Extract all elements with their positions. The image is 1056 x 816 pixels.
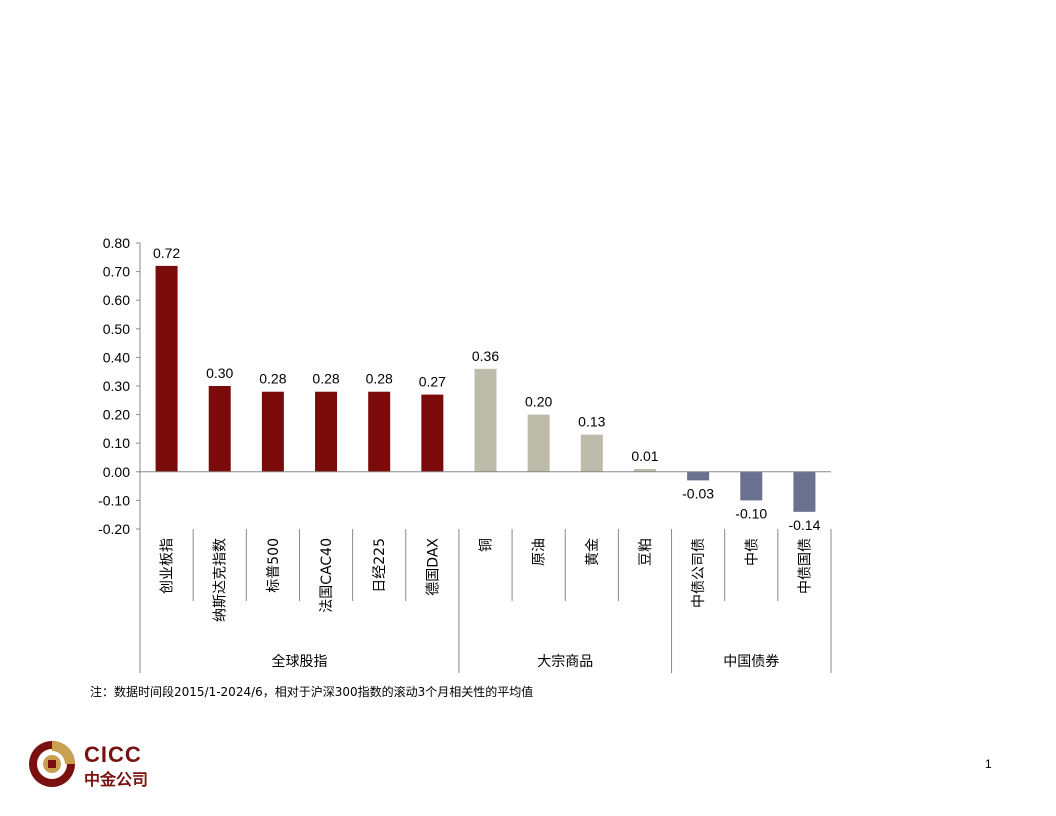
data-label: 0.36 <box>472 348 499 364</box>
data-label: 0.72 <box>153 245 180 261</box>
bar <box>474 368 497 472</box>
y-axis: 0.80 0.70 0.60 0.50 0.40 0.30 0.20 0.10 0.00 -0.1… <box>98 235 141 537</box>
category-label: 豆粕 <box>638 538 654 566</box>
logo-text-en: CICC <box>84 742 142 767</box>
y-tick-label: -0.10 <box>98 492 130 508</box>
cicc-logo: CICC 中金公司 <box>28 740 168 790</box>
category-label: 黄金 <box>584 538 601 566</box>
category-label: 纳斯达克指数 <box>213 538 229 622</box>
bar <box>155 265 178 472</box>
bars <box>155 265 816 512</box>
bar <box>315 391 338 472</box>
bar <box>421 394 444 472</box>
data-labels: 0.72 0.30 0.28 0.28 0.28 0.27 0.36 0.20 0.13 0.01… <box>153 245 821 533</box>
y-tick-label: 0.10 <box>103 435 130 451</box>
group-label: 全球股指 <box>271 653 327 670</box>
data-label: -0.10 <box>735 505 767 521</box>
category-label: 德国DAX <box>425 538 441 596</box>
category-labels: 创业板指 纳斯达克指数 标普500 法国CAC40 日经225 德国DAX 铜 原油 黄金 豆粕 中… <box>160 538 814 622</box>
footnote: 注：数据时间段2015/1-2024/6，相对于沪深300指数的滚动3个月相关性… <box>90 685 534 699</box>
data-label: 0.28 <box>312 371 339 387</box>
y-tick-label: 0.00 <box>103 464 130 480</box>
bar <box>740 471 763 501</box>
group-labels: 全球股指 大宗商品 中国债券 <box>271 653 779 670</box>
data-label: 0.30 <box>206 365 233 381</box>
group-label: 大宗商品 <box>537 654 593 670</box>
x-axis <box>139 471 832 673</box>
data-label: -0.14 <box>788 517 820 533</box>
category-label: 中债 <box>744 538 760 566</box>
bar <box>261 391 284 472</box>
category-label: 中债国债 <box>797 538 813 594</box>
category-label: 创业板指 <box>160 538 176 594</box>
bar <box>580 434 603 472</box>
y-tick-label: 0.20 <box>103 407 130 423</box>
logo-text-cn: 中金公司 <box>84 770 149 789</box>
y-tick-label: 0.80 <box>103 235 130 251</box>
cicc-logo-icon <box>29 741 75 787</box>
category-label: 日经225 <box>372 538 388 593</box>
bar <box>687 471 710 481</box>
y-tick-label: -0.20 <box>98 521 130 537</box>
page-number: 1 <box>985 757 992 771</box>
category-label: 铜 <box>479 538 495 552</box>
data-label: 0.13 <box>578 414 605 430</box>
y-tick-label: 0.30 <box>103 378 130 394</box>
data-label: 0.01 <box>631 448 658 464</box>
bar <box>208 386 231 472</box>
y-tick-label: 0.40 <box>103 349 130 365</box>
y-tick-label: 0.70 <box>103 264 130 280</box>
bar <box>793 471 816 512</box>
data-label: 0.20 <box>525 394 552 410</box>
group-label: 中国债券 <box>723 654 779 670</box>
y-tick-label: 0.60 <box>103 292 130 308</box>
category-label: 标普500 <box>266 538 282 593</box>
data-label: 0.28 <box>366 371 393 387</box>
data-label: -0.03 <box>682 485 714 501</box>
category-label: 中债公司债 <box>691 538 707 608</box>
data-label: 0.28 <box>259 371 286 387</box>
category-label: 法国CAC40 <box>319 538 335 613</box>
bar <box>368 391 391 472</box>
bar <box>633 468 656 472</box>
y-tick-label: 0.50 <box>103 321 130 337</box>
bar <box>527 414 550 472</box>
category-label: 原油 <box>532 538 548 566</box>
correlation-bar-chart: 0.80 0.70 0.60 0.50 0.40 0.30 0.20 0.10 0.00 -0.1… <box>98 235 832 673</box>
data-label: 0.27 <box>419 374 446 390</box>
